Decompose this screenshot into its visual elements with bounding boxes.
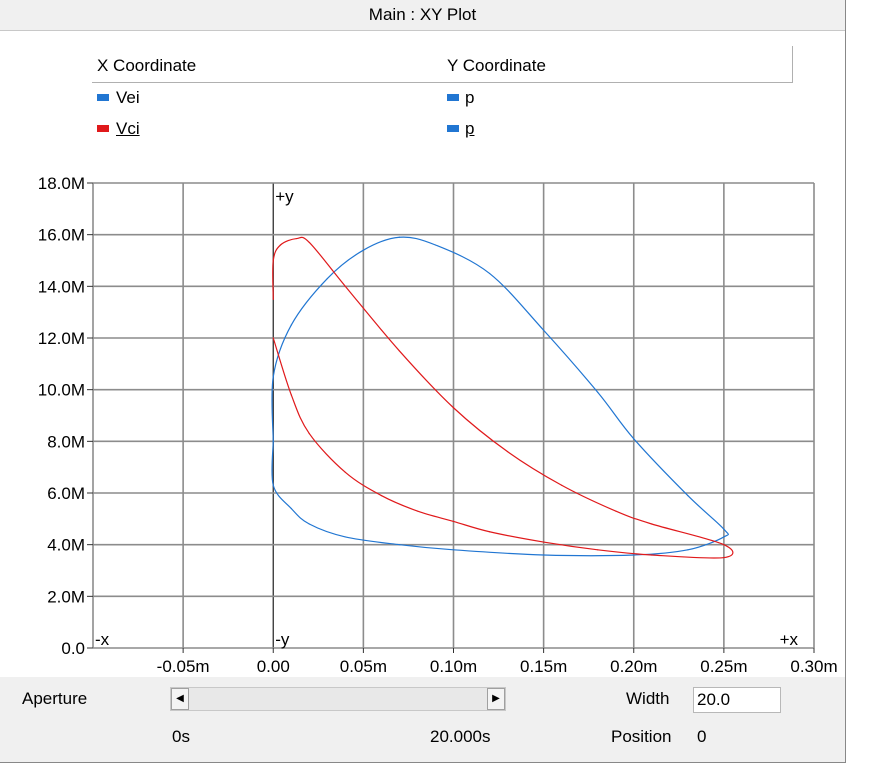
data-point-vci xyxy=(416,510,419,512)
data-point-vei xyxy=(543,329,545,331)
xy-plot-window: Main : XY Plot X Coordinate Y Coordinate… xyxy=(0,0,846,763)
data-point-vei xyxy=(543,554,545,556)
data-point-vci xyxy=(506,451,509,453)
position-label: Position xyxy=(611,727,672,746)
x-tick-label: 0.20m xyxy=(610,657,657,676)
data-point-vci xyxy=(543,541,545,543)
data-point-vci xyxy=(290,394,292,396)
data-point-vci xyxy=(398,350,401,352)
data-point-vei xyxy=(398,236,401,238)
data-point-vei xyxy=(723,536,725,538)
axis-marker-plus-y: +y xyxy=(275,187,294,206)
data-point-vei xyxy=(290,324,292,326)
data-point-vci xyxy=(308,432,310,435)
x-tick-label: 0.25m xyxy=(700,657,747,676)
data-point-vci xyxy=(272,298,274,300)
legend-swatch-p-2 xyxy=(447,125,459,132)
aperture-label: Aperture xyxy=(22,689,88,708)
axis-marker-minus-y: -y xyxy=(275,630,290,649)
data-point-vei xyxy=(272,484,274,486)
scroll-left-button[interactable]: ◀ xyxy=(171,688,189,710)
data-point-vci xyxy=(651,554,653,556)
data-point-vei xyxy=(362,249,364,251)
data-point-vci xyxy=(597,549,599,551)
y-tick-label: 16.0M xyxy=(38,226,85,245)
legend-swatch-vci xyxy=(97,125,109,132)
data-point-vei xyxy=(687,494,689,497)
data-point-vci xyxy=(561,484,563,486)
y-tick-label: 14.0M xyxy=(38,277,85,296)
y-tick-label: 2.0M xyxy=(47,587,85,606)
data-point-vci xyxy=(344,285,346,287)
data-point-vei xyxy=(723,528,725,530)
data-point-vci xyxy=(651,523,653,525)
data-point-vci xyxy=(723,544,725,546)
axis-marker-plus-x: +x xyxy=(780,630,799,649)
legend-item-vei[interactable]: Vei xyxy=(116,88,140,107)
x-tick-label: -0.05m xyxy=(157,657,210,676)
data-point-vei xyxy=(633,554,635,556)
width-label: Width xyxy=(626,689,670,708)
y-tick-label: 0.0 xyxy=(61,639,85,658)
data-point-vei xyxy=(308,523,310,525)
data-point-vei xyxy=(488,272,491,275)
x-tick-label: 0.30m xyxy=(790,657,837,676)
data-point-vci xyxy=(272,337,274,339)
data-point-vci xyxy=(344,471,346,473)
data-point-vci xyxy=(723,556,725,559)
data-point-vci xyxy=(615,510,617,512)
plot-panel: X Coordinate Y Coordinate Vei p Vci p -0… xyxy=(0,31,845,677)
legend-item-p-2[interactable]: p xyxy=(465,119,475,138)
position-value: 0 xyxy=(697,727,707,746)
legend-swatch-p-1 xyxy=(447,94,459,101)
data-point-vei xyxy=(326,277,328,280)
axis-marker-minus-x: -x xyxy=(95,630,110,649)
data-point-vei xyxy=(272,440,274,442)
data-point-vei xyxy=(398,544,401,546)
xy-chart: -0.05m 0.00 0.05m 0.10m 0.15m 0.20m 0.25m 0.30m… xyxy=(38,174,838,676)
x-tick-label: 0.10m xyxy=(430,657,477,676)
data-point-vci xyxy=(452,520,455,523)
window-margin xyxy=(846,0,871,780)
data-point-vci xyxy=(488,531,491,533)
scroll-right-button[interactable]: ▶ xyxy=(487,688,505,710)
data-point-vei xyxy=(344,536,346,538)
legend-x-header: X Coordinate xyxy=(97,56,197,75)
width-input[interactable]: 20.0 xyxy=(693,687,781,713)
data-point-vei xyxy=(452,549,455,551)
data-point-vci xyxy=(279,244,282,246)
end-time: 20.000s xyxy=(430,727,491,746)
data-point-vci xyxy=(296,237,298,240)
data-point-vci xyxy=(308,241,310,244)
x-tick-label: 0.00 xyxy=(257,657,290,676)
y-tick-label: 18.0M xyxy=(38,174,85,193)
legend-item-vci[interactable]: Vci xyxy=(116,119,140,138)
aperture-controls: Aperture ◀ ▶ Width 20.0 0s 20.000s Posit… xyxy=(0,677,845,762)
series-line-vei xyxy=(271,236,729,557)
aperture-scrollbar[interactable]: ◀ ▶ xyxy=(170,687,506,711)
legend-swatch-vei xyxy=(97,94,109,101)
data-point-vei xyxy=(290,507,292,510)
window-title: Main : XY Plot xyxy=(0,0,845,31)
y-tick-label: 6.0M xyxy=(47,484,85,503)
legend-y-header: Y Coordinate xyxy=(447,56,546,75)
data-point-vci xyxy=(272,259,274,262)
data-point-vei xyxy=(687,549,689,551)
data-point-vei xyxy=(434,244,437,246)
legend xyxy=(92,46,793,83)
data-point-vci xyxy=(380,494,382,497)
data-point-vei xyxy=(597,391,599,393)
data-point-vei xyxy=(272,376,274,378)
y-tick-label: 4.0M xyxy=(47,536,85,555)
x-tick-label: 0.15m xyxy=(520,657,567,676)
y-tick-label: 10.0M xyxy=(38,381,85,400)
data-point-vci xyxy=(452,407,455,409)
legend-item-p-1[interactable]: p xyxy=(465,88,475,107)
data-point-vei xyxy=(633,438,635,440)
y-tick-label: 8.0M xyxy=(47,432,85,451)
y-tick-label: 12.0M xyxy=(38,329,85,348)
start-time: 0s xyxy=(172,727,190,746)
x-tick-label: 0.05m xyxy=(340,657,387,676)
